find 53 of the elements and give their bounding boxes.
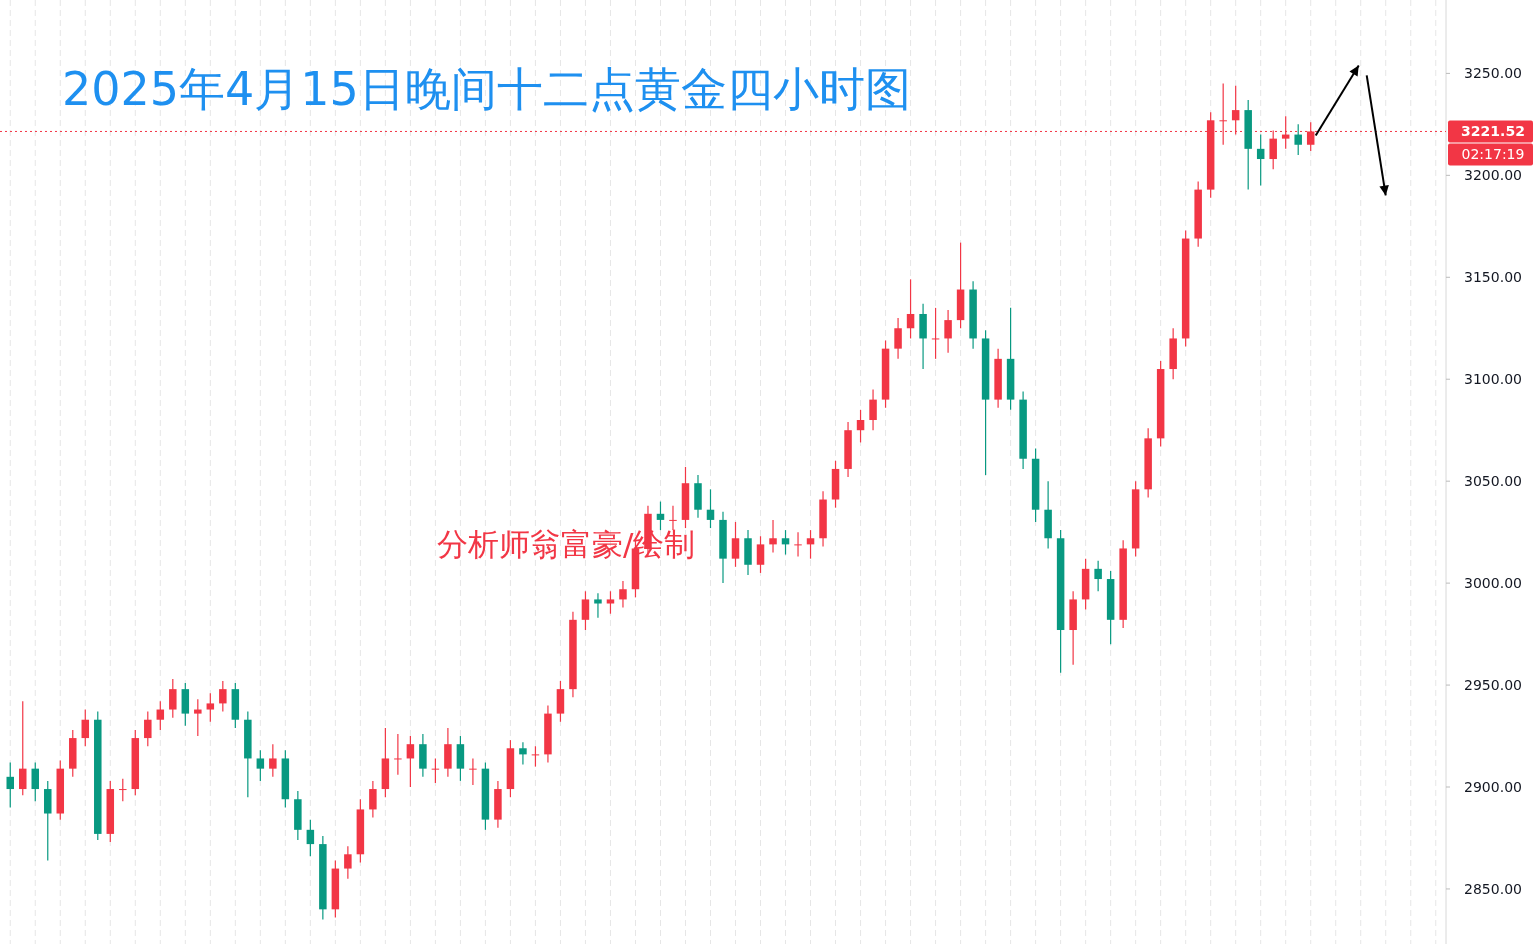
candlestick xyxy=(1256,133,1265,187)
y-tick-label: 3100.00 xyxy=(1464,371,1522,388)
candlestick xyxy=(119,778,127,802)
candlestick xyxy=(706,488,715,529)
y-tick-label: 2950.00 xyxy=(1464,677,1522,694)
candlestick xyxy=(144,710,152,747)
candlestick xyxy=(469,757,477,786)
candlestick xyxy=(1294,123,1302,156)
candlestick xyxy=(731,521,740,568)
candlestick xyxy=(894,317,902,360)
candlestick xyxy=(306,819,315,857)
candlestick xyxy=(906,278,915,340)
candlestick xyxy=(256,749,265,782)
candlestick xyxy=(794,531,802,558)
candlestick xyxy=(81,708,90,747)
candlestick xyxy=(769,519,777,554)
candlestick xyxy=(194,698,202,737)
candlestick xyxy=(581,590,590,631)
text: 02:17:19 xyxy=(1461,146,1525,163)
candlestick xyxy=(756,535,765,574)
candlestick xyxy=(344,845,352,880)
y-tick-label: 3200.00 xyxy=(1464,167,1522,184)
y-tick-label: 3150.00 xyxy=(1464,269,1522,286)
candlestick xyxy=(6,761,14,808)
y-tick-label: 3250.00 xyxy=(1464,65,1522,82)
y-tick-label: 2900.00 xyxy=(1464,779,1522,796)
candlestick xyxy=(406,735,415,788)
candlestick xyxy=(31,761,40,802)
candlestick xyxy=(169,678,177,719)
candlestick xyxy=(369,780,377,819)
text: 2025年4月15日晚间十二点黄金四小时图 xyxy=(62,62,911,116)
candlestick xyxy=(656,500,665,531)
candlestick xyxy=(806,529,815,560)
y-tick-label: 2850.00 xyxy=(1464,880,1522,897)
candlestick xyxy=(156,700,165,731)
candlestick xyxy=(519,741,527,766)
candlestick xyxy=(944,309,952,354)
candlestick xyxy=(856,409,865,444)
ref-line-label: 3221.52 xyxy=(1461,123,1525,140)
candlestick xyxy=(1094,560,1102,592)
candlestick xyxy=(594,592,602,619)
y-tick-label: 3050.00 xyxy=(1464,473,1522,490)
candlestick xyxy=(269,743,277,778)
y-tick-label: 3000.00 xyxy=(1464,575,1522,592)
candlestick xyxy=(394,733,402,776)
candlestick xyxy=(606,590,615,615)
candlestick xyxy=(19,700,27,796)
candlestick xyxy=(219,680,227,713)
candlestick xyxy=(206,692,215,723)
candlestick xyxy=(619,580,627,609)
candlestick xyxy=(869,388,877,431)
candlestick xyxy=(669,505,677,531)
candlestick xyxy=(781,529,790,556)
